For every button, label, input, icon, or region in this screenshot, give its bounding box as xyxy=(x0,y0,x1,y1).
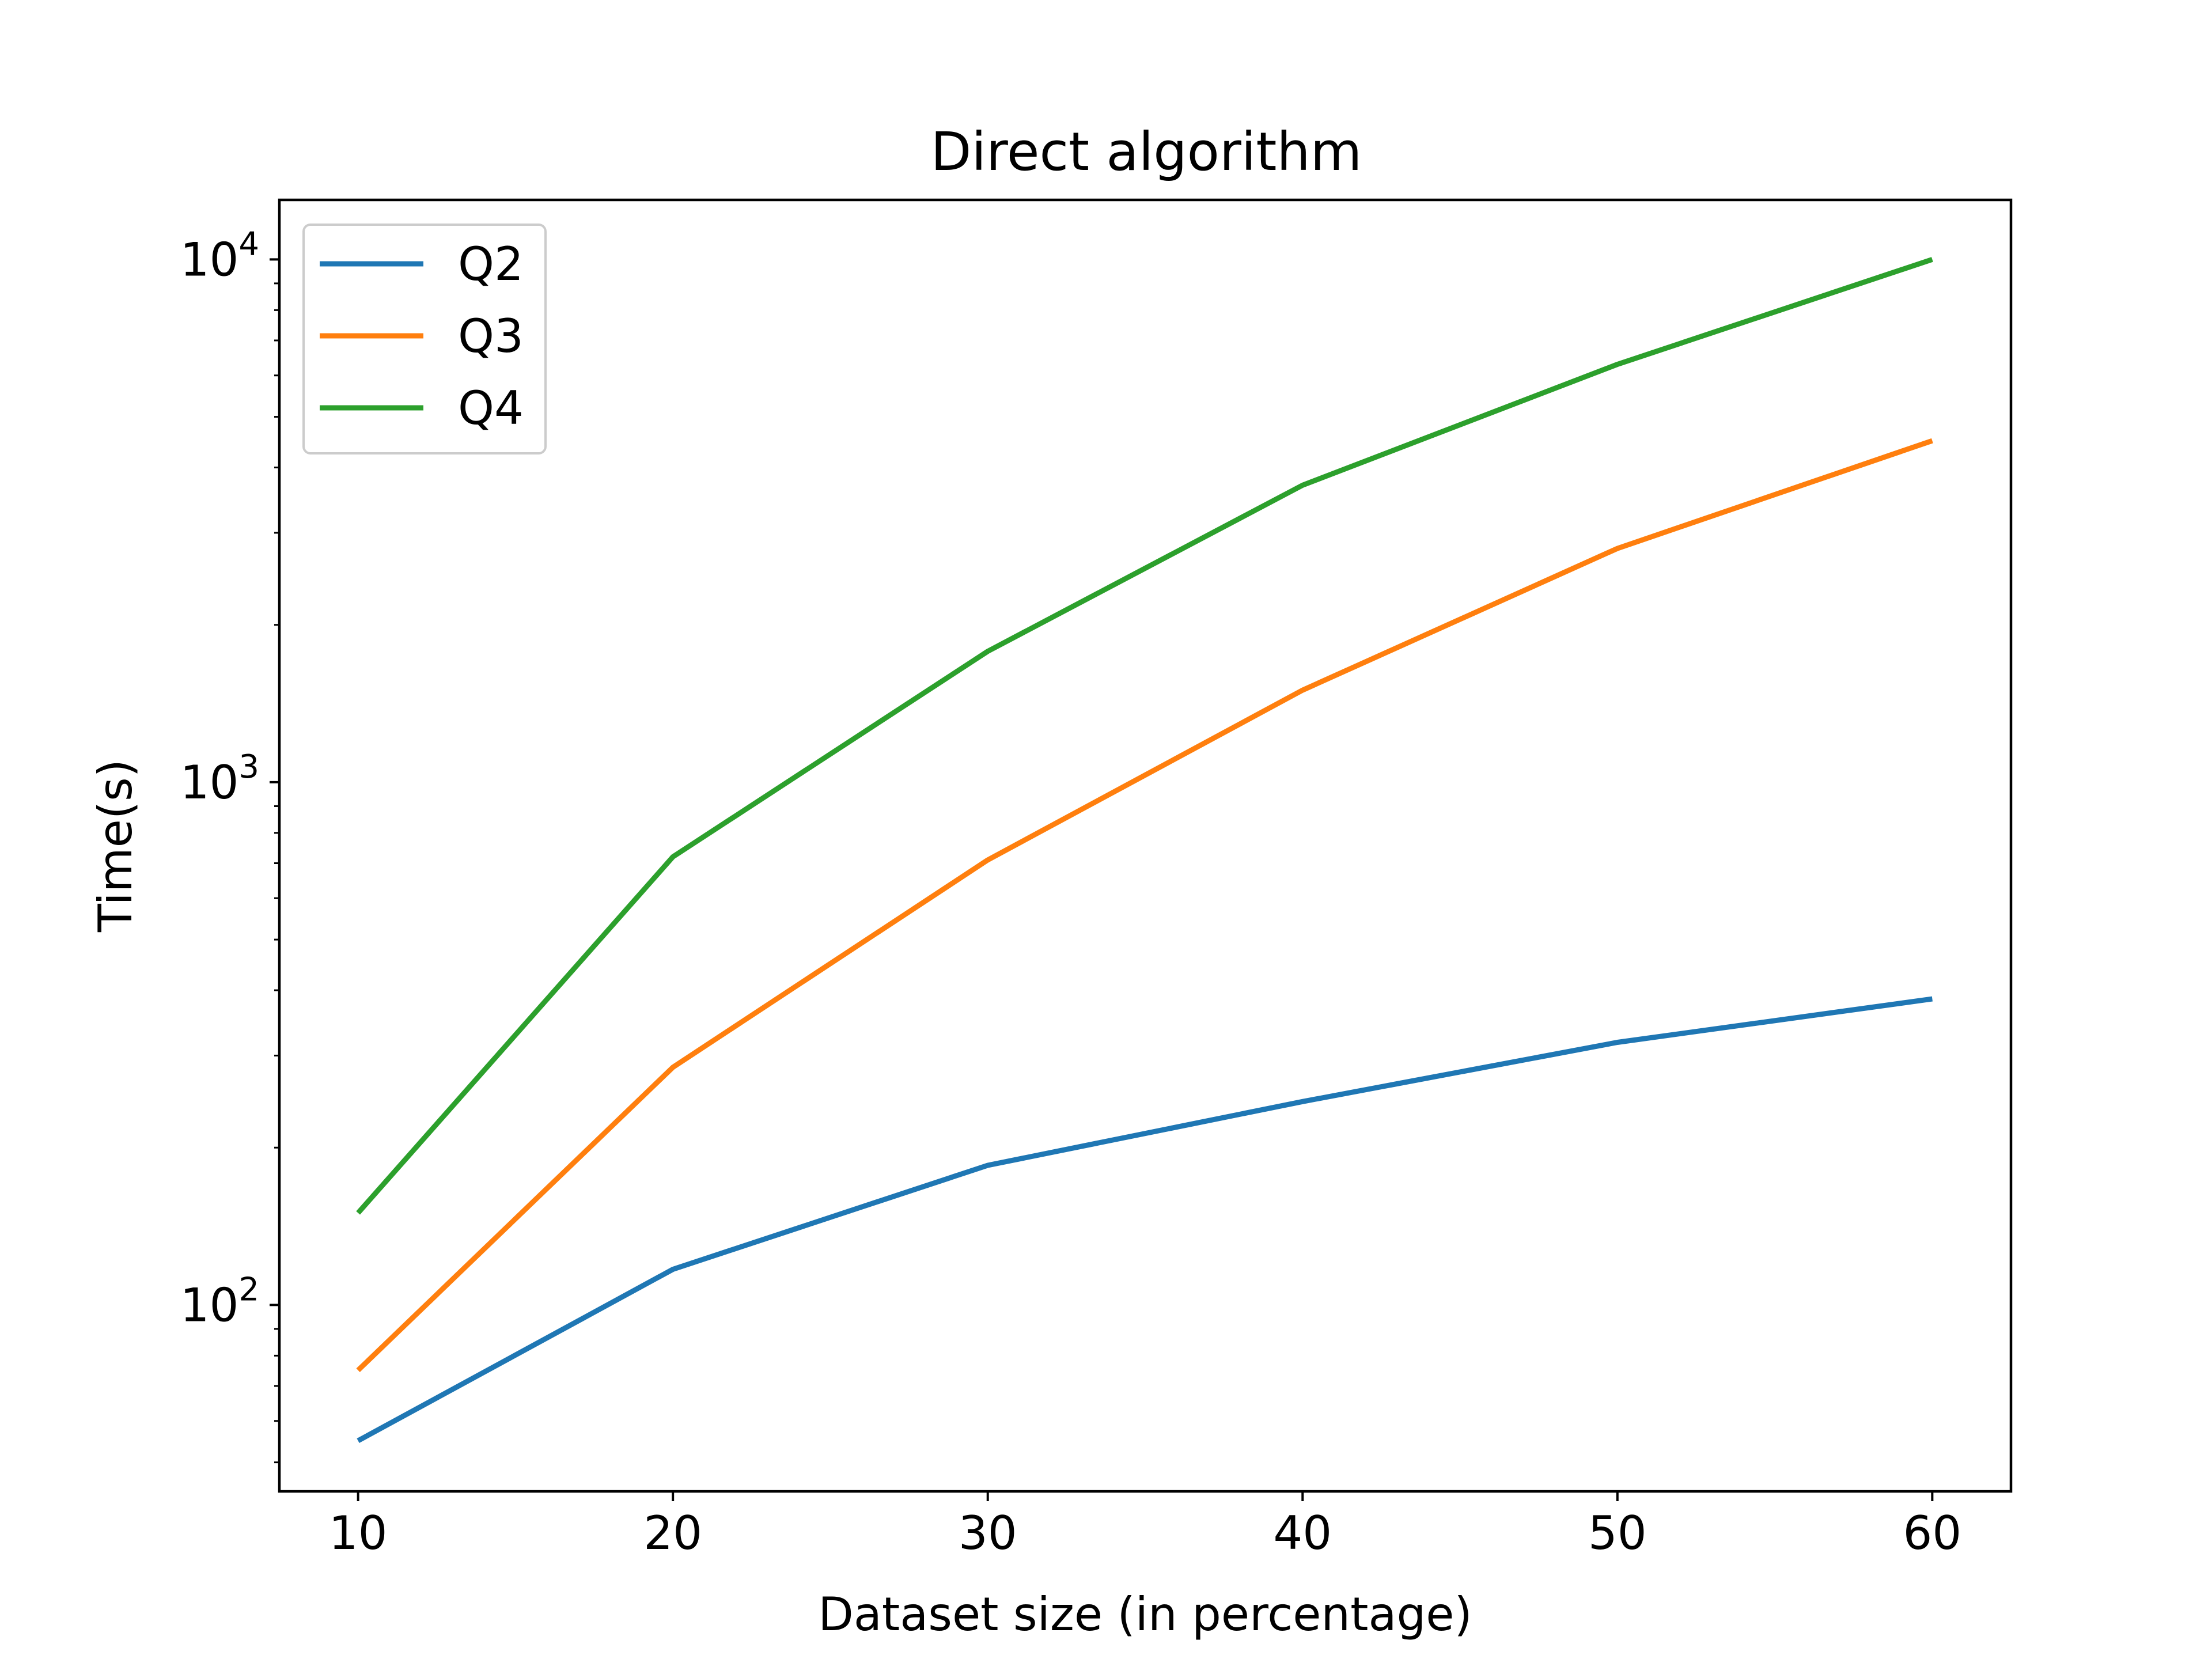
series-line-q4 xyxy=(356,257,1933,1215)
series-layer xyxy=(356,257,1933,1444)
x-tick-label: 60 xyxy=(1903,1506,1961,1560)
plot-background xyxy=(279,200,2011,1491)
series-line-q2 xyxy=(357,996,1933,1444)
y-tick-label: 104 xyxy=(180,225,259,286)
legend: Q2 Q3 Q4 xyxy=(302,224,547,454)
plot-frame xyxy=(278,198,2013,1493)
x-tick-label: 10 xyxy=(329,1506,388,1560)
plot-area xyxy=(278,198,2013,1493)
x-tick-label: 40 xyxy=(1273,1506,1332,1560)
x-axis-ticks: 10 20 30 40 50 60 xyxy=(329,1491,1961,1560)
chart-title: Direct algorithm xyxy=(931,121,1362,183)
y-axis-label: Time(s) xyxy=(89,759,142,933)
x-tick-label: 20 xyxy=(643,1506,702,1560)
x-tick-label: 50 xyxy=(1588,1506,1647,1560)
x-axis-label: Dataset size (in percentage) xyxy=(818,1588,1472,1641)
legend-label-q3: Q3 xyxy=(458,309,524,363)
x-tick-label: 30 xyxy=(959,1506,1017,1560)
y-tick-label: 103 xyxy=(180,748,259,809)
legend-label-q2: Q2 xyxy=(458,237,524,291)
legend-label-q4: Q4 xyxy=(458,381,524,435)
y-axis-ticks: 102 103 104 xyxy=(180,225,279,1464)
y-tick-label: 102 xyxy=(180,1271,259,1332)
legend-box xyxy=(302,224,547,454)
series-line-q3 xyxy=(356,438,1933,1373)
